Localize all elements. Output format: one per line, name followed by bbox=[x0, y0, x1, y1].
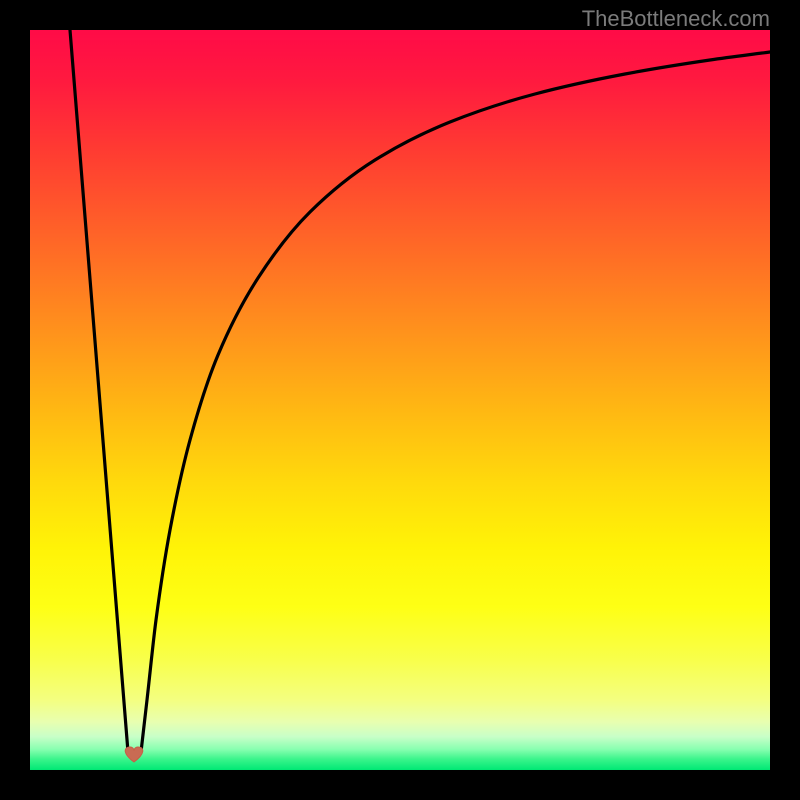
chart-svg bbox=[0, 0, 800, 800]
heart-marker bbox=[125, 747, 143, 762]
curve-right-log-rise bbox=[141, 52, 770, 752]
chart-root: TheBottleneck.com bbox=[0, 0, 800, 800]
curve-left-descent bbox=[70, 30, 128, 752]
watermark-text: TheBottleneck.com bbox=[582, 6, 770, 32]
